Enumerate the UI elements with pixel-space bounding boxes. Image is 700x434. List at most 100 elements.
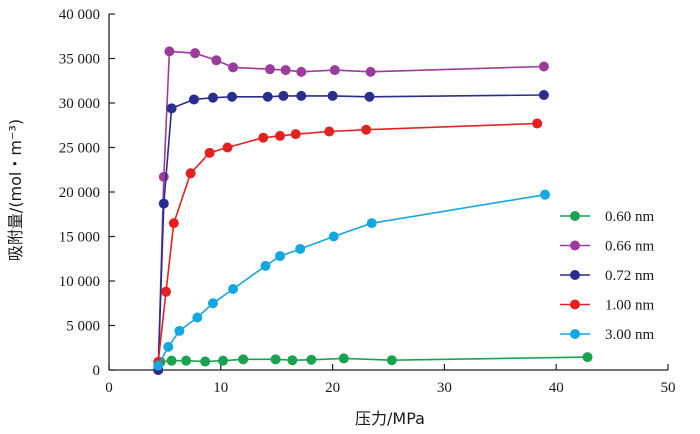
data-point bbox=[270, 354, 281, 365]
data-point bbox=[366, 218, 377, 229]
legend-marker bbox=[570, 329, 580, 339]
data-point bbox=[538, 61, 549, 72]
legend-marker bbox=[570, 211, 580, 221]
x-tick-label: 20 bbox=[325, 380, 340, 396]
y-axis-title: 吸附量/(mol・m⁻³) bbox=[6, 119, 25, 261]
data-point bbox=[538, 89, 549, 100]
data-point bbox=[328, 231, 339, 242]
data-point bbox=[166, 103, 177, 114]
data-point bbox=[364, 91, 375, 102]
data-point bbox=[164, 46, 175, 57]
data-point bbox=[582, 352, 593, 363]
data-point bbox=[296, 66, 307, 77]
data-point bbox=[280, 65, 291, 76]
data-point bbox=[222, 142, 233, 153]
data-point bbox=[540, 189, 551, 200]
data-point bbox=[163, 341, 174, 352]
data-point bbox=[258, 132, 269, 143]
legend-marker bbox=[570, 299, 580, 310]
data-point bbox=[158, 198, 169, 209]
legend-item: 1.00 nm bbox=[560, 298, 655, 314]
data-point bbox=[200, 356, 211, 367]
series-line bbox=[157, 94, 544, 371]
data-point bbox=[207, 92, 218, 103]
series-0-72-nm bbox=[153, 89, 549, 375]
data-point bbox=[327, 90, 338, 101]
data-point bbox=[264, 64, 275, 75]
y-tick-label: 40 000 bbox=[59, 7, 100, 23]
data-point bbox=[207, 298, 218, 309]
data-point bbox=[211, 55, 222, 66]
data-point bbox=[228, 284, 239, 295]
x-tick-label: 30 bbox=[437, 380, 452, 396]
legend-item: 3.00 nm bbox=[560, 327, 655, 343]
x-tick-label: 0 bbox=[105, 380, 113, 396]
data-point bbox=[192, 312, 203, 323]
data-point bbox=[188, 94, 199, 105]
data-point bbox=[361, 124, 372, 135]
y-tick-label: 10 000 bbox=[59, 274, 100, 290]
data-point bbox=[228, 62, 239, 73]
series-line bbox=[157, 122, 538, 363]
data-point bbox=[329, 65, 340, 76]
y-tick-label: 5 000 bbox=[66, 319, 100, 335]
y-tick-label: 35 000 bbox=[59, 52, 100, 68]
data-point bbox=[185, 168, 196, 179]
data-point bbox=[365, 66, 376, 77]
y-tick-label: 0 bbox=[93, 363, 101, 379]
x-tick-label: 40 bbox=[549, 380, 564, 396]
data-point bbox=[238, 354, 249, 365]
data-point bbox=[275, 130, 286, 141]
series-line bbox=[157, 50, 544, 371]
data-point bbox=[190, 48, 201, 59]
series-3-00-nm bbox=[153, 189, 551, 371]
legend-label: 3.00 nm bbox=[605, 327, 655, 343]
data-point bbox=[386, 355, 397, 366]
data-point bbox=[226, 91, 237, 102]
legend-marker bbox=[570, 240, 580, 251]
data-point bbox=[181, 355, 192, 366]
data-point bbox=[166, 355, 177, 366]
data-point bbox=[295, 243, 306, 254]
legend-item: 0.66 nm bbox=[560, 239, 655, 255]
data-point bbox=[324, 126, 335, 137]
series-1-00-nm bbox=[153, 118, 543, 367]
data-point bbox=[218, 355, 229, 366]
series-0-60-nm bbox=[155, 352, 593, 367]
legend-marker bbox=[570, 270, 580, 280]
y-tick-label: 25 000 bbox=[59, 141, 100, 157]
series-layer bbox=[153, 46, 593, 375]
legend-item: 0.72 nm bbox=[560, 268, 655, 284]
data-point bbox=[275, 251, 286, 262]
data-point bbox=[262, 91, 273, 102]
legend-label: 1.00 nm bbox=[605, 298, 655, 314]
data-point bbox=[204, 147, 215, 158]
data-point bbox=[168, 218, 179, 229]
data-point bbox=[296, 90, 307, 101]
x-axis-title: 压力/MPa bbox=[355, 409, 425, 428]
y-tick-label: 20 000 bbox=[59, 185, 100, 201]
axes: 0 5 000 10 000 15 000 20 000 25 000 30 000 35 0… bbox=[59, 7, 676, 396]
series-line bbox=[157, 193, 546, 366]
y-tick-label: 15 000 bbox=[59, 230, 100, 246]
data-point bbox=[278, 90, 289, 101]
data-point bbox=[174, 325, 185, 336]
legend-label: 0.72 nm bbox=[605, 268, 655, 284]
data-point bbox=[161, 286, 172, 297]
x-tick-label: 50 bbox=[661, 380, 676, 396]
data-point bbox=[532, 118, 543, 129]
legend-label: 0.60 nm bbox=[605, 209, 655, 225]
data-point bbox=[290, 129, 301, 140]
data-point bbox=[306, 354, 317, 365]
x-tick-label: 10 bbox=[213, 380, 228, 396]
legend: 0.60 nm 0.66 nm 0.72 nm 1.00 nm 3.00 nm bbox=[560, 209, 655, 343]
y-tick-label: 30 000 bbox=[59, 96, 100, 112]
legend-item: 0.60 nm bbox=[560, 209, 655, 225]
legend-label: 0.66 nm bbox=[605, 239, 655, 255]
data-point bbox=[287, 355, 298, 366]
data-point bbox=[260, 260, 271, 271]
data-point bbox=[153, 360, 164, 371]
data-point bbox=[338, 353, 349, 364]
